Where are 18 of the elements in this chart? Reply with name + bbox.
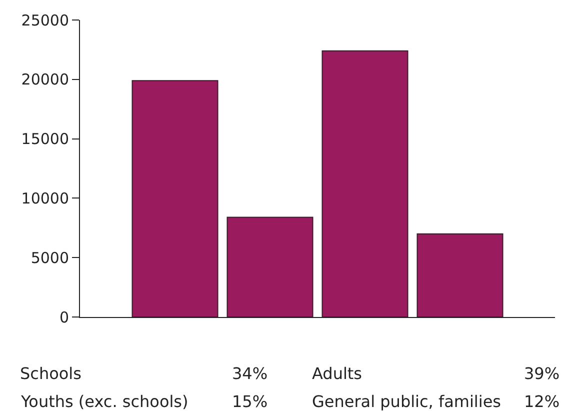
bar	[416, 233, 504, 317]
y-tick-label: 5000	[30, 248, 69, 267]
bar	[132, 80, 218, 317]
bar	[226, 216, 314, 317]
text: 15%	[232, 392, 268, 411]
y-tick-label: 20000	[21, 70, 69, 89]
text: General public, families	[312, 392, 501, 411]
y-tick-label: 0	[59, 308, 69, 326]
bar	[322, 50, 408, 317]
y-tick-label: 25000	[21, 11, 69, 30]
text: 34%	[232, 364, 268, 383]
y-tick-label: 10000	[21, 189, 69, 208]
text: Youths (exc. schools)	[20, 392, 188, 411]
y-tick-label: 15000	[21, 130, 69, 148]
text: 12%	[524, 392, 560, 411]
text: 39%	[524, 364, 560, 383]
text: Adults	[312, 364, 362, 383]
text: Schools	[20, 364, 82, 383]
